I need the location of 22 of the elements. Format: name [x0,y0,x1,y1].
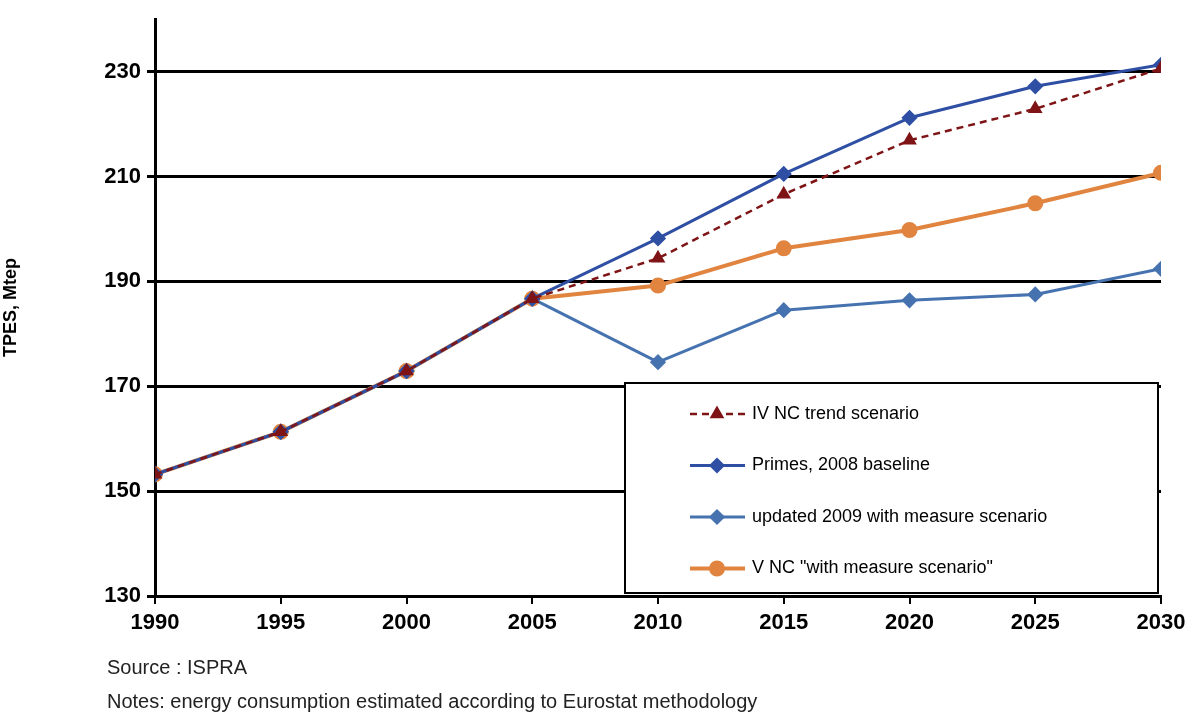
text: Notes: energy consumption estimated according to Eurostat methodology [107,689,758,712]
legend-label: Primes, 2008 baseline [752,454,931,475]
y-tick-label: 190 [104,267,141,293]
x-tick-label: 2015 [759,609,809,635]
x-tick-label: 2030 [1136,609,1186,635]
legend-label: V NC "with measure scenario" [752,557,993,578]
legend-label: updated 2009 with measure scenario [752,505,1048,526]
x-tick-label: 2025 [1010,609,1060,635]
y-tick-label: 230 [104,57,141,83]
x-tick-label: 1990 [130,609,180,635]
y-tick-label: 170 [104,372,141,398]
source-note: Source : ISPRA [107,655,248,678]
x-tick-label: 2010 [633,609,683,635]
y-axis-title: TPES, Mtep [0,258,20,358]
y-tick-label: 210 [104,162,141,188]
x-tick-label: 2005 [507,609,557,635]
x-tick-label: 2000 [382,609,431,635]
y-tick-label: 130 [104,582,141,608]
x-tick-label: 1995 [256,609,306,635]
legend-label: IV NC trend scenario [752,402,920,423]
x-tick-label: 2020 [885,609,934,635]
y-tick-label: 150 [104,477,141,503]
